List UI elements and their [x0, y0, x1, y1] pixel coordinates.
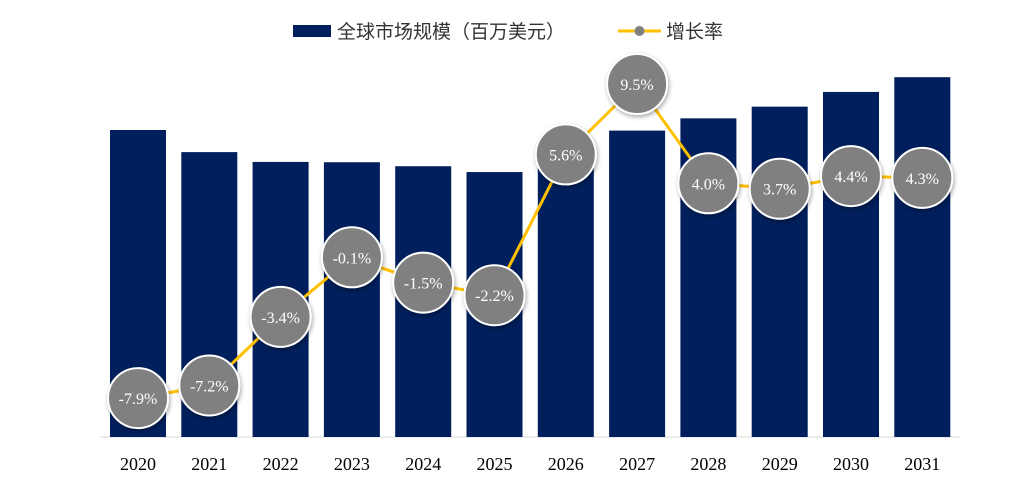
growth-marker	[891, 146, 954, 209]
x-tick-label: 2023	[334, 454, 370, 474]
x-tick-label: 2024	[405, 454, 441, 474]
data-label: 4.4%	[834, 169, 867, 186]
growth-marker	[107, 367, 169, 430]
x-tick-label: 2025	[477, 454, 513, 474]
legend-line-label: 增长率	[666, 21, 723, 43]
data-label: -2.2%	[475, 288, 514, 305]
growth-marker	[249, 285, 312, 348]
legend-bar-label: 全球市场规模（百万美元）	[337, 21, 565, 43]
bar-2027	[609, 130, 666, 437]
x-tick-label: 2028	[690, 454, 726, 474]
bar-2030	[823, 91, 879, 437]
legend-bar-swatch	[293, 25, 331, 37]
growth-marker	[534, 123, 597, 186]
x-tick-label: 2030	[833, 454, 869, 474]
growth-marker	[178, 354, 241, 417]
bar-2031	[894, 77, 951, 438]
growth-marker	[392, 251, 455, 314]
x-tick-label: 2031	[904, 454, 940, 474]
x-tick-label: 2029	[762, 454, 798, 474]
data-label: 4.3%	[906, 171, 939, 188]
data-label: -7.9%	[119, 391, 158, 408]
data-label: 9.5%	[620, 77, 653, 94]
x-tick-label: 2022	[263, 454, 299, 474]
growth-marker	[820, 145, 882, 208]
growth-marker	[320, 226, 383, 289]
data-label: -3.4%	[261, 310, 300, 327]
data-label: 5.6%	[549, 147, 582, 164]
growth-marker	[606, 53, 669, 116]
x-tick-label: 2021	[191, 454, 227, 474]
x-tick-label: 2026	[548, 454, 584, 474]
data-label: 4.0%	[692, 176, 725, 193]
legend-marker-swatch	[634, 26, 645, 36]
bar-2026	[537, 157, 594, 437]
data-label: -7.2%	[190, 378, 229, 395]
growth-marker	[748, 157, 811, 220]
data-label: -0.1%	[333, 250, 372, 267]
data-label: 3.7%	[763, 182, 796, 199]
bar-2029	[751, 106, 808, 437]
growth-marker	[463, 264, 526, 327]
x-tick-label: 2020	[120, 454, 156, 474]
data-label: -1.5%	[404, 276, 443, 293]
growth-marker	[677, 152, 740, 215]
legend: 全球市场规模（百万美元） 增长率	[293, 21, 723, 43]
bar-2023	[323, 162, 380, 438]
x-tick-label: 2027	[619, 454, 655, 474]
